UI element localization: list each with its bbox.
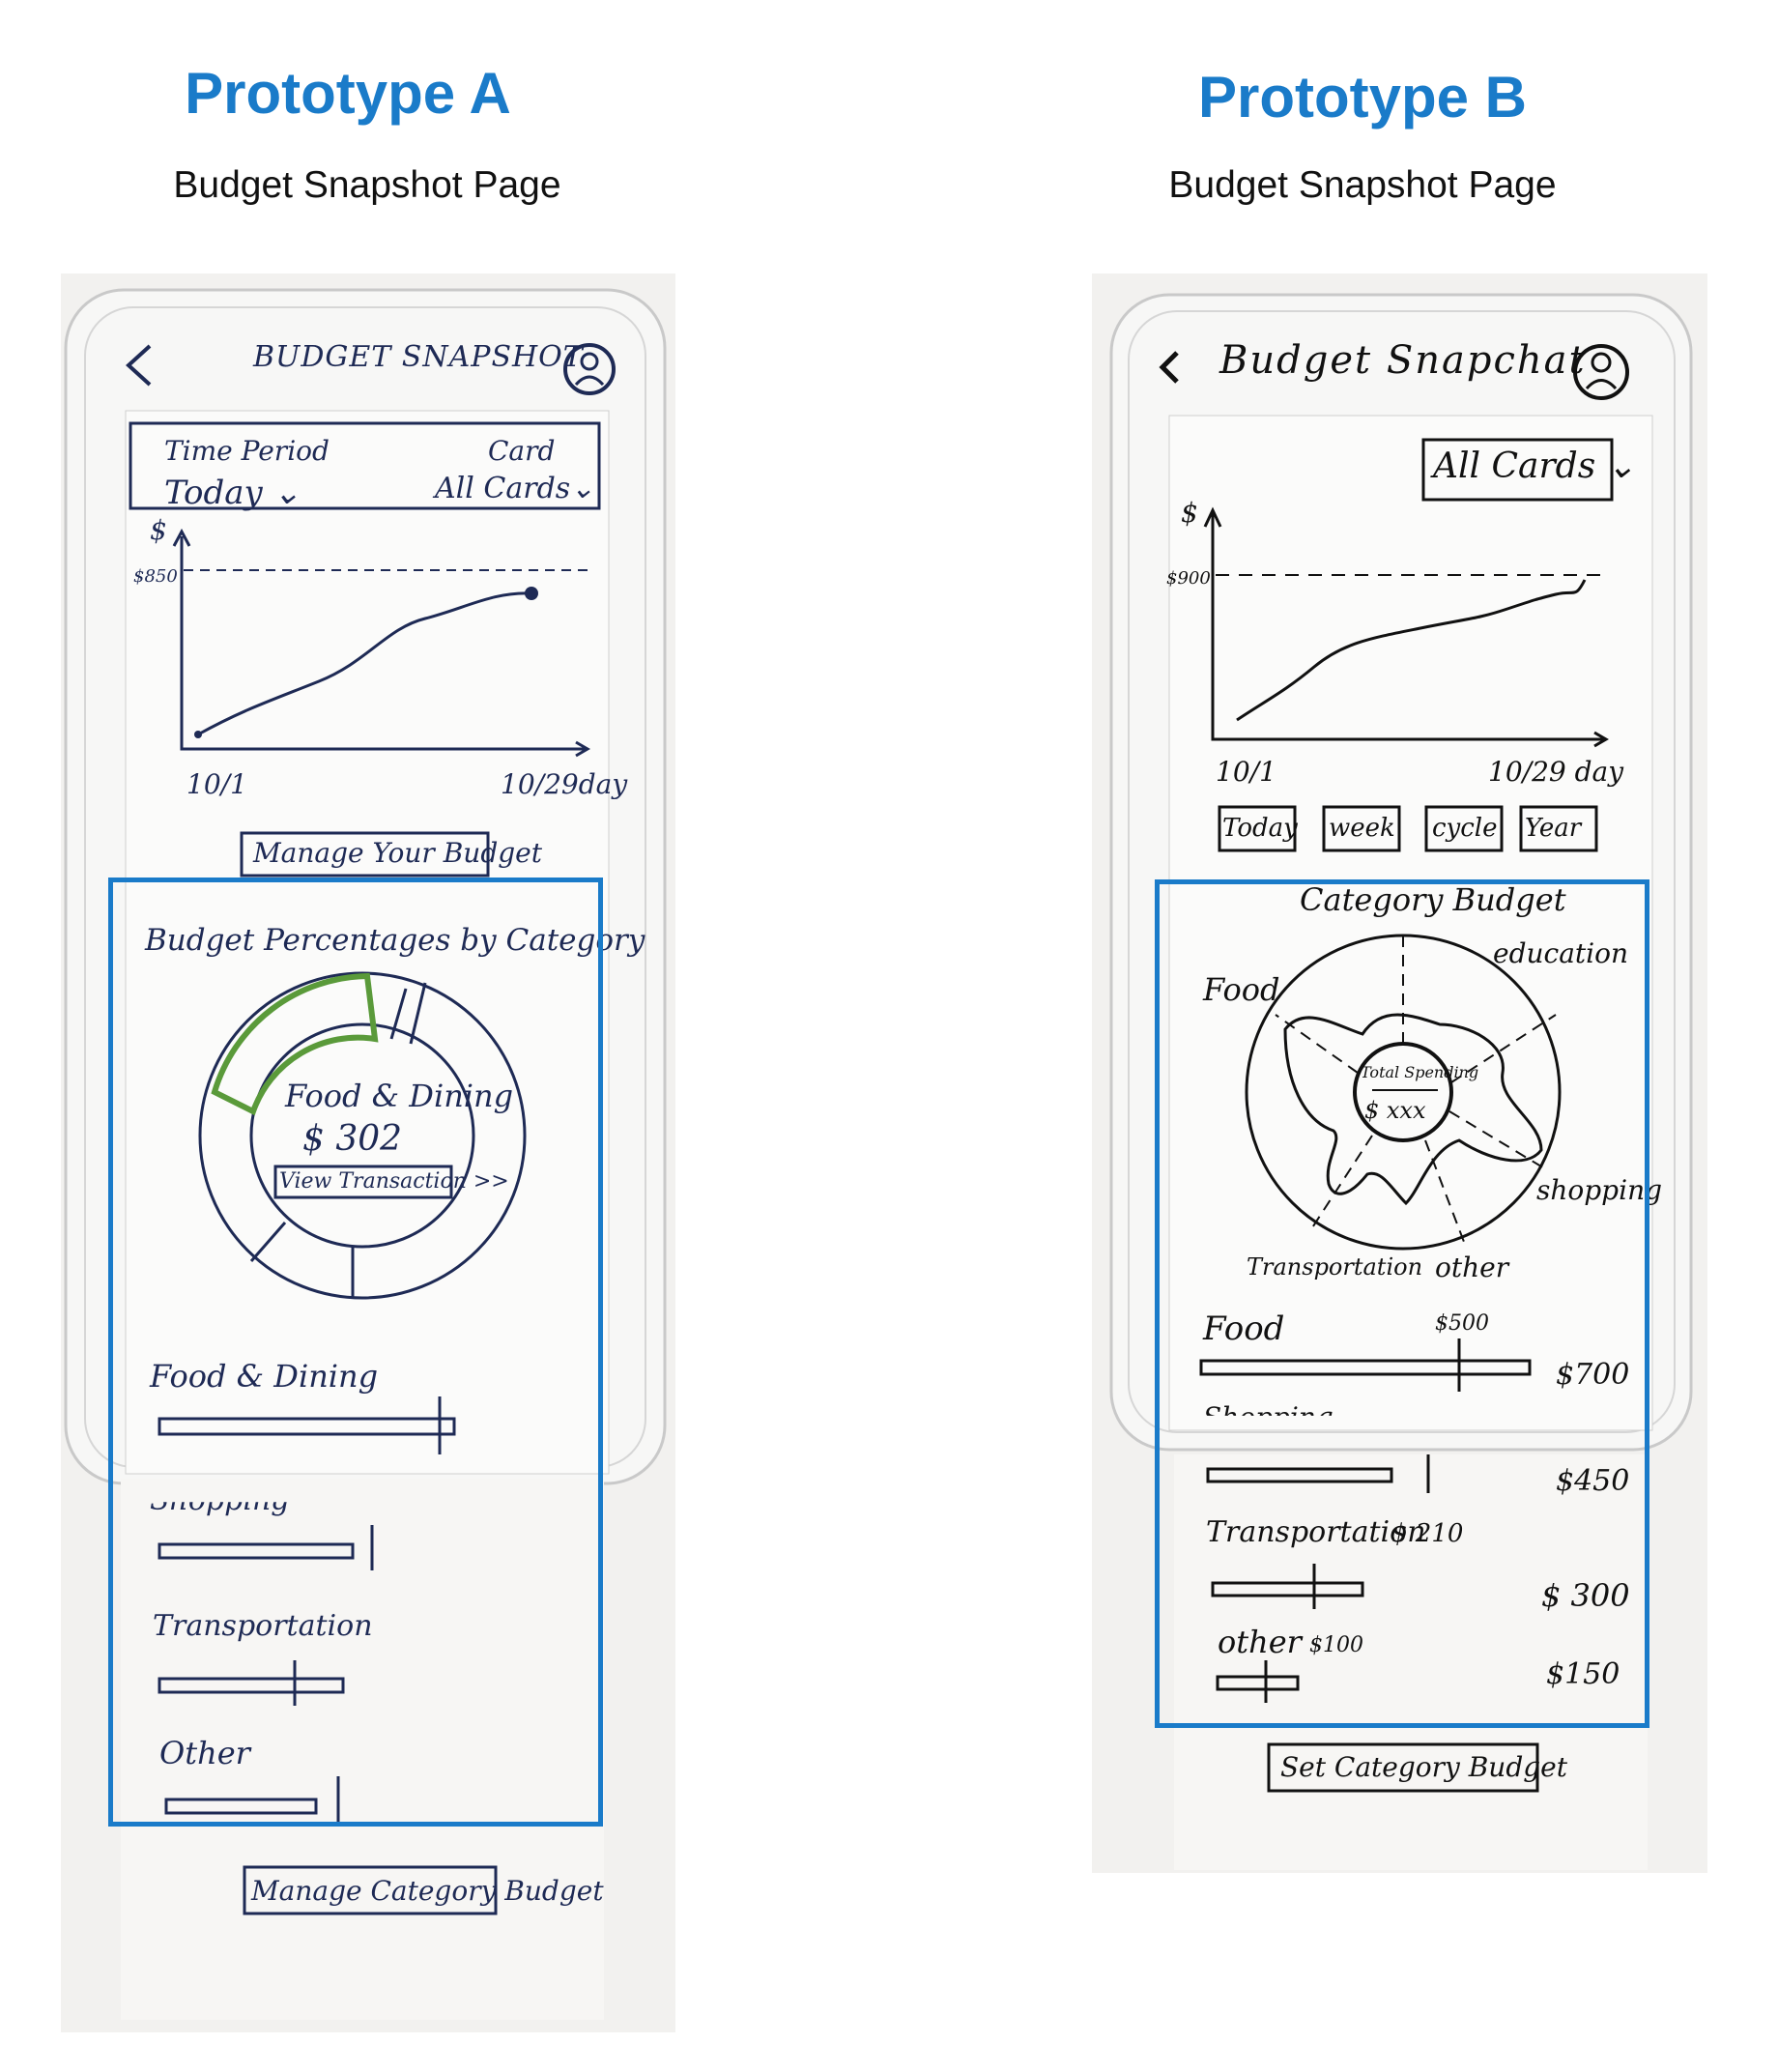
a-time-period-select[interactable]: Today ⌄ xyxy=(164,474,301,512)
b-category-label-transportation: Transportation xyxy=(1206,1515,1426,1549)
view-transaction-button[interactable]: View Transaction >> xyxy=(279,1169,509,1194)
a-category-label-shopping: Shopping xyxy=(150,1502,289,1517)
b-chart-x-end: 10/29 day xyxy=(1488,756,1624,788)
category-bars-a xyxy=(158,1396,456,1822)
a-time-period-label: Time Period xyxy=(164,435,330,467)
spending-line xyxy=(1236,579,1587,722)
a-category-label-transportation: Transportation xyxy=(153,1609,373,1643)
a-nav-title: BUDGET SNAPSHOT xyxy=(253,340,584,374)
period-tab-today[interactable]: Today xyxy=(1222,814,1298,843)
b-category-spent-transportation: $ 210 xyxy=(1391,1519,1464,1548)
donut-category-label: Food & Dining xyxy=(285,1078,514,1114)
b-chart-x-start: 10/1 xyxy=(1216,756,1276,788)
donut-amount: $ 302 xyxy=(302,1119,403,1159)
b-chart-y-unit: $ xyxy=(1181,497,1198,529)
manage-your-budget-button[interactable]: Manage Your Budget xyxy=(253,837,542,869)
b-chart-limit-label: $900 xyxy=(1166,568,1211,589)
b-category-spent-other: $100 xyxy=(1309,1633,1363,1657)
b-category-section-title: Category Budget xyxy=(1300,881,1566,918)
b-card-select[interactable]: All Cards ⌄ xyxy=(1433,446,1636,486)
b-category-spent-food: $500 xyxy=(1435,1311,1489,1336)
chevron-down-icon: ⌄ xyxy=(1595,446,1636,486)
a-chart-x-start: 10/1 xyxy=(186,768,247,800)
radar-label-other: other xyxy=(1435,1252,1509,1283)
radar-center-title: Total Spending xyxy=(1361,1063,1479,1081)
prototype-a-title: Prototype A xyxy=(185,61,511,126)
b-category-limit-food: $700 xyxy=(1556,1358,1630,1392)
a-category-label-food: Food & Dining xyxy=(150,1358,379,1395)
radar-label-education: education xyxy=(1493,937,1628,969)
back-chevron-icon xyxy=(1159,351,1179,384)
b-category-limit-transportation: $ 300 xyxy=(1541,1577,1630,1614)
b-category-limit-shopping: $450 xyxy=(1556,1464,1630,1498)
b-category-label-other: other xyxy=(1218,1624,1302,1660)
chevron-down-icon: ⌄ xyxy=(272,474,301,512)
b-nav-title: Budget Snapchat xyxy=(1219,338,1587,383)
a-chart-x-end: 10/29day xyxy=(501,768,628,800)
prototype-b-subtitle: Budget Snapshot Page xyxy=(1168,164,1557,206)
prototype-b-highlight xyxy=(1155,879,1649,1728)
radar-label-shopping: shopping xyxy=(1536,1174,1663,1206)
category-radar-chart xyxy=(1245,934,1562,1251)
radar-center-value: $ xxx xyxy=(1364,1097,1426,1124)
prototype-b-title: Prototype B xyxy=(1197,65,1528,130)
back-chevron-icon xyxy=(126,344,152,387)
b-category-limit-other: $150 xyxy=(1546,1657,1620,1691)
a-card-select[interactable]: All Cards⌄ xyxy=(435,472,595,505)
a-chart-limit-label: $850 xyxy=(133,566,178,587)
category-bars-b xyxy=(1199,1338,1532,1703)
period-tab-year[interactable]: Year xyxy=(1525,814,1582,843)
radar-label-transportation: Transportation xyxy=(1247,1253,1423,1281)
a-category-label-other: Other xyxy=(159,1735,250,1771)
prototype-a-subtitle: Budget Snapshot Page xyxy=(173,164,561,206)
prototype-a-highlight xyxy=(108,878,603,1827)
set-category-budget-button[interactable]: Set Category Budget xyxy=(1280,1751,1568,1783)
spending-line xyxy=(197,591,532,736)
period-tab-cycle[interactable]: cycle xyxy=(1432,814,1498,843)
b-category-label-shopping: Shopping xyxy=(1203,1401,1334,1416)
profile-icon xyxy=(1573,344,1629,400)
manage-category-budget-button[interactable]: Manage Category Budget xyxy=(251,1875,604,1907)
chevron-down-icon: ⌄ xyxy=(570,472,595,505)
a-chart-y-unit: $ xyxy=(150,514,167,546)
radar-label-food: Food xyxy=(1203,971,1280,1008)
a-category-section-title: Budget Percentages by Category xyxy=(145,923,645,958)
a-card-label: Card xyxy=(488,435,556,467)
period-tab-week[interactable]: week xyxy=(1329,814,1395,843)
profile-icon xyxy=(563,343,616,395)
b-category-label-food: Food xyxy=(1203,1309,1285,1348)
category-donut-chart xyxy=(198,971,527,1300)
